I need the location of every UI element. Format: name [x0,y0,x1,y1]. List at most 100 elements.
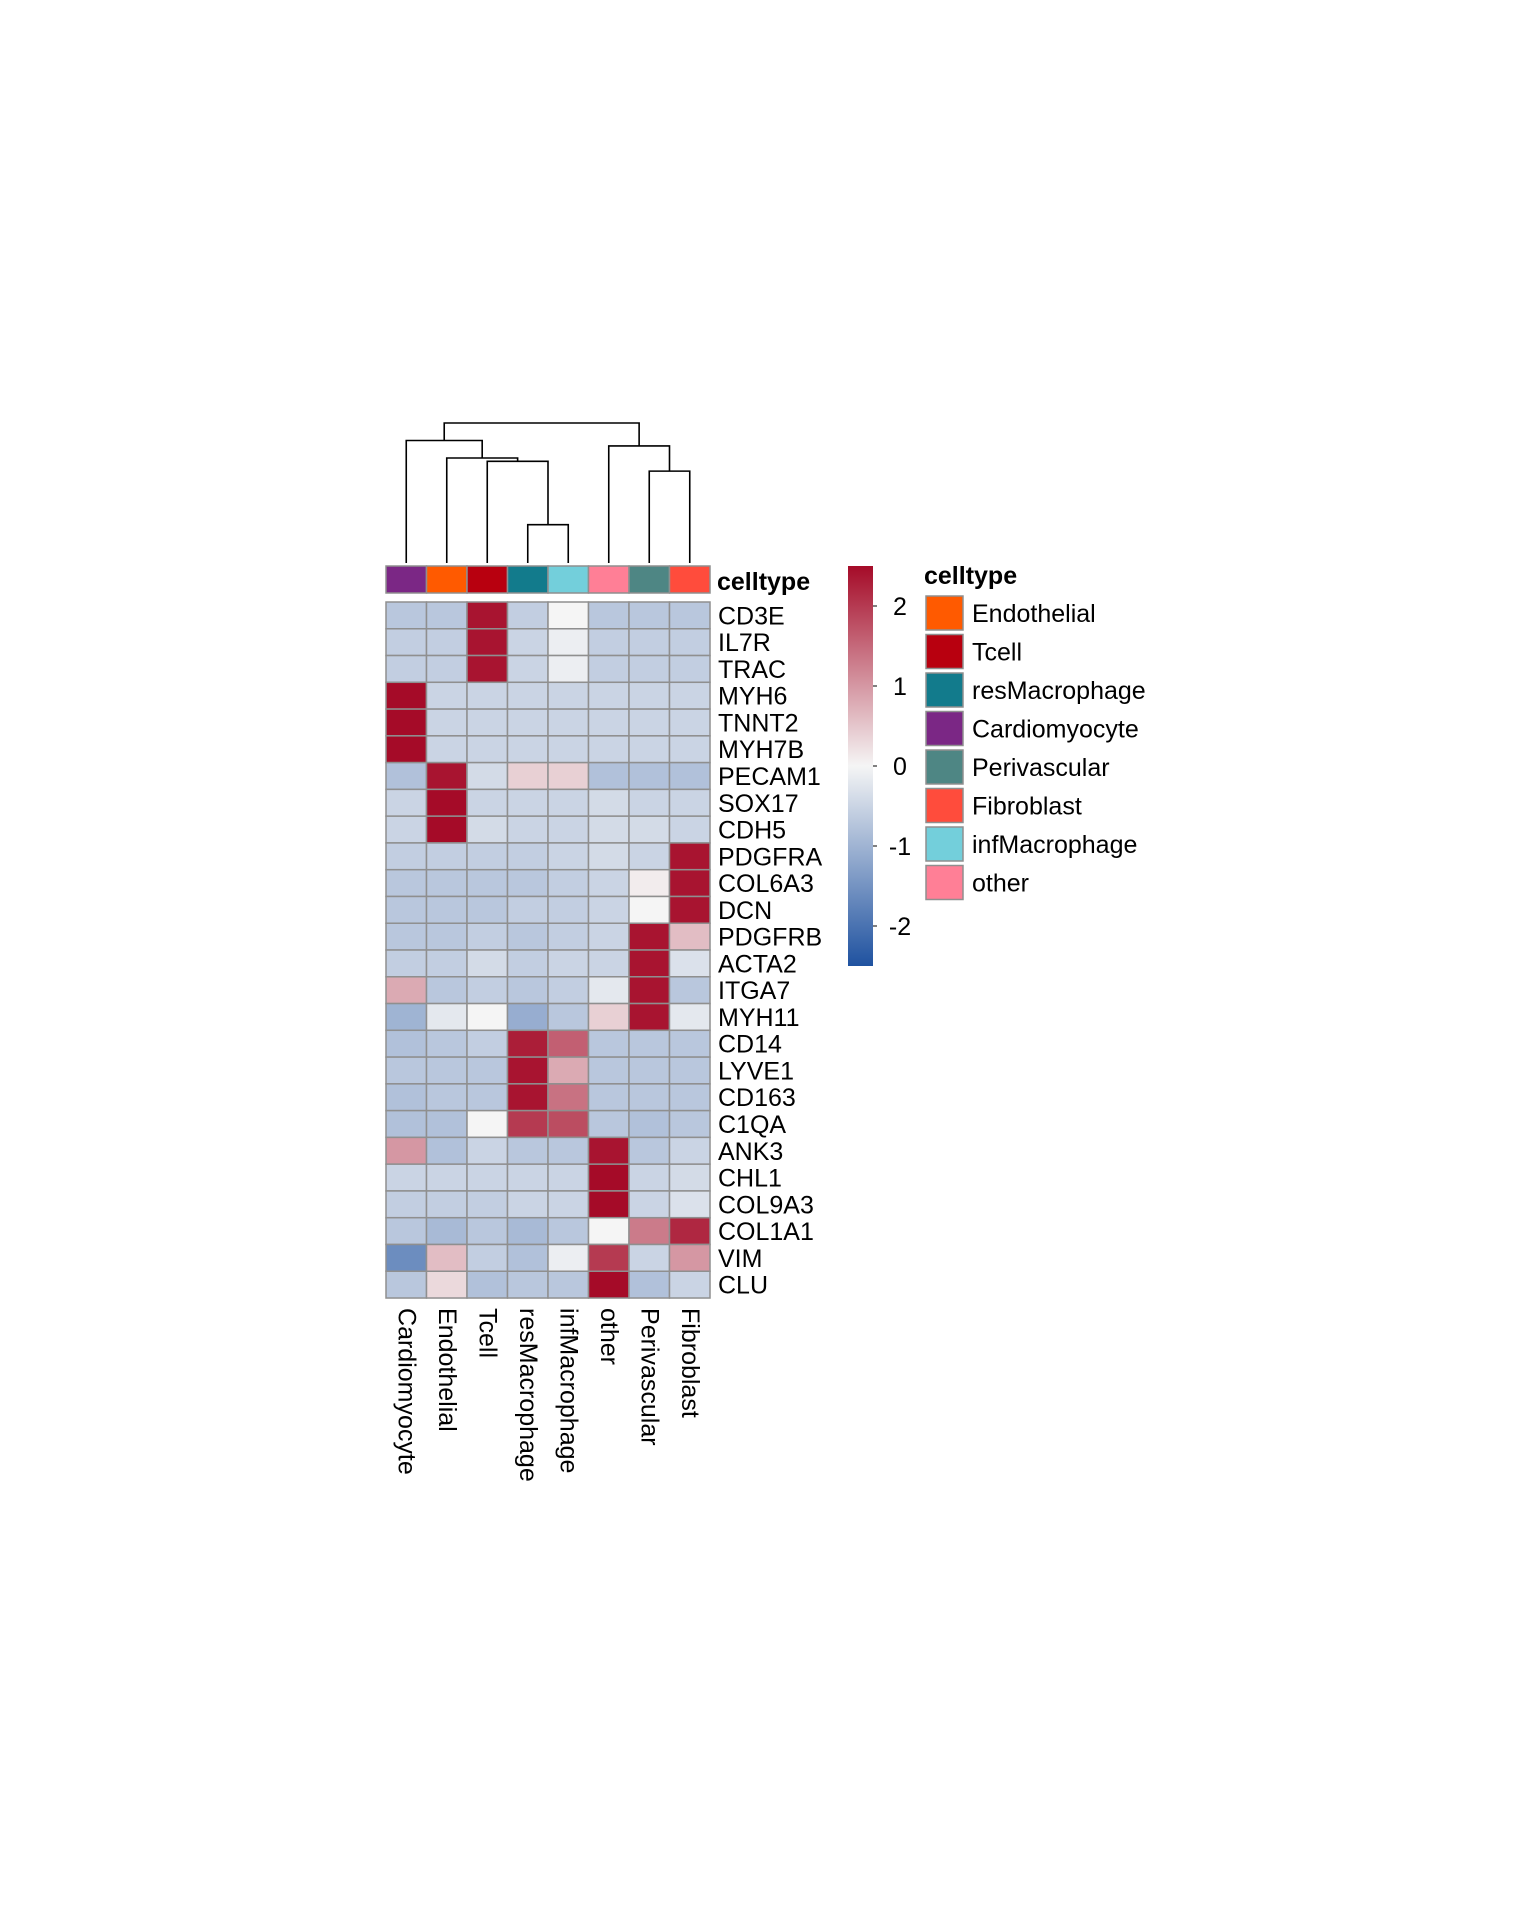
cell-col9a3-endothelial [425,1190,468,1219]
cell-tnnt2-other [587,708,630,737]
cell-vim-resmacrophage [506,1243,549,1272]
cell-col9a3-tcell [466,1190,509,1219]
annotation-cell-resmacrophage [506,565,549,594]
annotation-cell-fibroblast [668,565,711,594]
cell-pecam1-cardiomyocyte [385,761,428,791]
cell-cd3e-resmacrophage [506,601,549,630]
cell-myh7b-other [587,735,630,764]
column-label-tcell: Tcell [473,1308,501,1358]
row-label-col1a1: COL1A1 [718,1218,814,1246]
cell-tnnt2-cardiomyocyte [385,708,428,737]
cell-cd14-tcell [466,1029,509,1058]
cell-clu-resmacrophage [506,1270,549,1299]
cell-col1a1-cardiomyocyte [385,1216,428,1246]
cell-myh6-cardiomyocyte [385,681,428,710]
cell-cd163-cardiomyocyte [385,1083,428,1112]
cell-itga7-infmacrophage [547,976,590,1005]
cell-tnnt2-perivascular [628,708,671,737]
annotation-cell-endothelial [425,565,468,594]
cell-trac-cardiomyocyte [385,654,428,684]
cell-pdgfra-other [587,842,630,871]
cell-acta2-resmacrophage [506,949,549,978]
cell-cd163-resmacrophage [506,1083,549,1112]
cell-lyve1-other [587,1056,630,1085]
cell-myh11-infmacrophage [547,1002,590,1032]
cell-pdgfrb-fibroblast [668,922,711,951]
cell-myh6-infmacrophage [547,681,590,710]
cell-myh7b-endothelial [425,735,468,764]
cell-pecam1-other [587,761,630,791]
cell-col6a3-cardiomyocyte [385,868,428,898]
cell-cd14-resmacrophage [506,1029,549,1058]
cell-chl1-endothelial [425,1163,468,1192]
legend-swatch-endothelial [925,595,964,631]
cell-lyve1-tcell [466,1056,509,1085]
column-labels: Cardiomyocyte Endothelial Tcell resMacropha… [392,1308,704,1482]
cell-trac-infmacrophage [547,654,590,684]
legend-title: celltype [924,562,1017,590]
cell-pecam1-endothelial [425,761,468,791]
row-labels: CD3EIL7RTRACMYH6TNNT2MYH7BPECAM1SOX17CDH… [718,602,823,1299]
cell-itga7-cardiomyocyte [385,976,428,1005]
cell-col1a1-fibroblast [668,1216,711,1246]
cell-cd3e-endothelial [425,601,468,630]
dendrogram-branch-5 [445,457,519,563]
row-label-ank3: ANK3 [718,1138,783,1166]
cell-vim-infmacrophage [547,1243,590,1272]
row-label-col9a3: COL9A3 [718,1191,814,1219]
cell-myh11-perivascular [628,1002,671,1032]
legend-label-tcell: Tcell [972,639,1022,667]
legend-label-perivascular: Perivascular [972,754,1110,782]
cell-sox17-endothelial [425,788,468,817]
row-label-dcn: DCN [718,897,772,925]
dendrogram-branch-3 [486,460,549,563]
dendrogram-branch-7 [443,422,640,446]
cell-pdgfrb-perivascular [628,922,671,951]
cell-clu-perivascular [628,1270,671,1299]
row-label-itga7: ITGA7 [718,977,790,1005]
cell-myh7b-cardiomyocyte [385,735,428,764]
cell-itga7-other [587,976,630,1005]
legend-label-other: other [972,870,1029,898]
cell-chl1-infmacrophage [547,1163,590,1192]
cell-cdh5-perivascular [628,815,671,844]
cell-col9a3-other [587,1190,630,1219]
cell-pdgfra-endothelial [425,842,468,871]
cell-dcn-fibroblast [668,895,711,924]
cell-cd3e-infmacrophage [547,601,590,630]
cell-lyve1-cardiomyocyte [385,1056,428,1085]
color-scale-bar [848,566,873,966]
cell-cdh5-infmacrophage [547,815,590,844]
cell-c1qa-fibroblast [668,1109,711,1139]
cell-col9a3-infmacrophage [547,1190,590,1219]
cell-cd14-fibroblast [668,1029,711,1058]
cell-clu-fibroblast [668,1270,711,1299]
cell-pecam1-resmacrophage [506,761,549,791]
celltype-legend: Endothelial Tcell resMacrophage Cardiomyocy… [925,595,1146,901]
row-label-chl1: CHL1 [718,1165,782,1193]
cell-tnnt2-resmacrophage [506,708,549,737]
cell-cdh5-cardiomyocyte [385,815,428,844]
cell-dcn-resmacrophage [506,895,549,924]
cell-acta2-tcell [466,949,509,978]
column-dendrogram [405,422,691,563]
cell-col9a3-cardiomyocyte [385,1190,428,1219]
cell-myh6-tcell [466,681,509,710]
cell-cdh5-other [587,815,630,844]
legend-swatch-other [925,864,964,901]
row-label-vim: VIM [718,1245,762,1273]
annotation-cell-other [587,565,630,594]
color-scale-ticks: 2 1 0 -1 -2 [873,593,911,941]
celltype-annotation-bar [385,565,711,594]
cell-col1a1-tcell [466,1216,509,1246]
cell-col6a3-infmacrophage [547,868,590,898]
cell-myh6-fibroblast [668,681,711,710]
cell-col6a3-resmacrophage [506,868,549,898]
cell-lyve1-resmacrophage [506,1056,549,1085]
scale-tick-label-3: -1 [889,833,911,861]
cell-ank3-resmacrophage [506,1136,549,1165]
cell-col1a1-endothelial [425,1216,468,1246]
cell-pdgfrb-resmacrophage [506,922,549,951]
cell-myh11-cardiomyocyte [385,1002,428,1032]
cell-chl1-fibroblast [668,1163,711,1192]
